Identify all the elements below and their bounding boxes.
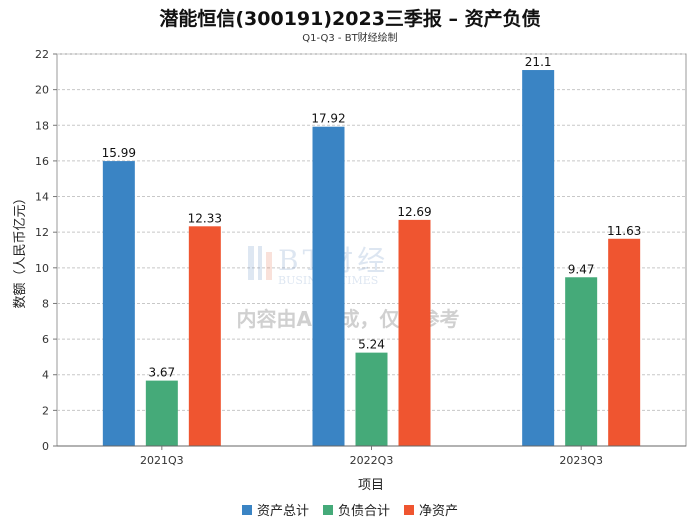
x-tick-label: 2022Q3	[350, 454, 394, 467]
bar-net-assets-2021Q3[interactable]	[188, 226, 221, 446]
y-tick-label: 2	[42, 404, 49, 417]
legend-swatch-net-assets	[404, 504, 414, 515]
chart-subtitle: Q1-Q3 - BT财经绘制	[302, 33, 398, 44]
bar-liabilities-2022Q3[interactable]	[355, 352, 388, 446]
watermark-logo-icon-bar2	[266, 252, 272, 280]
y-tick-label: 16	[35, 155, 49, 168]
bar-chart: BT财经 BUSINESSTIMES 内容由AI生成，仅供参考 15.993.6…	[13, 48, 687, 493]
y-tick-label: 8	[42, 297, 49, 310]
bar-assets-2021Q3[interactable]	[102, 161, 135, 446]
chart-title: 潜能恒信(300191)2023三季报 – 资产负债	[159, 8, 541, 30]
y-tick-label: 0	[42, 440, 49, 453]
y-tick-label: 22	[35, 48, 49, 61]
data-label-assets-2022Q3: 17.92	[311, 112, 345, 126]
y-tick-label: 12	[35, 226, 49, 239]
bar-assets-2022Q3[interactable]	[312, 126, 345, 446]
data-label-net-assets-2022Q3: 12.69	[397, 205, 431, 219]
y-tick-label: 18	[35, 119, 49, 132]
data-label-net-assets-2023Q3: 11.63	[607, 224, 641, 238]
data-label-assets-2023Q3: 21.1	[525, 55, 552, 69]
y-tick-label: 14	[35, 191, 49, 204]
data-label-liabilities-2021Q3: 3.67	[148, 366, 175, 380]
watermark-logo-icon	[248, 246, 254, 280]
x-tick-label: 2023Q3	[559, 454, 603, 467]
legend-item-net-assets[interactable]: 净资产	[404, 500, 458, 519]
y-tick-label: 10	[35, 262, 49, 275]
bar-assets-2023Q3[interactable]	[522, 70, 555, 446]
axes: 0 2 4 6 8 10 12 14 16 18 20 22 2021Q3 2022Q3 2023Q3	[35, 48, 686, 467]
watermark-logo-icon-bar	[258, 246, 262, 280]
bar-liabilities-2021Q3[interactable]	[145, 380, 178, 446]
data-label-liabilities-2023Q3: 9.47	[568, 262, 595, 276]
data-label-assets-2021Q3: 15.99	[102, 146, 136, 160]
legend-label-assets: 资产总计	[256, 504, 309, 519]
legend-label-liabilities: 负债合计	[337, 504, 390, 519]
y-tick-label: 6	[42, 333, 49, 346]
bar-net-assets-2023Q3[interactable]	[608, 238, 641, 446]
y-axis-title: 数额（人民币亿元）	[13, 191, 28, 308]
y-tick-label: 20	[35, 84, 49, 97]
bar-net-assets-2022Q3[interactable]	[398, 219, 431, 446]
legend-item-liabilities[interactable]: 负债合计	[322, 500, 390, 519]
x-tick-label: 2021Q3	[140, 454, 184, 467]
legend: 资产总计 负债合计 净资产	[0, 500, 700, 519]
legend-swatch-liabilities	[322, 504, 333, 515]
legend-label-net-assets: 净资产	[419, 504, 459, 519]
y-tick-label: 4	[42, 369, 49, 382]
bar-liabilities-2023Q3[interactable]	[565, 277, 598, 446]
legend-item-assets[interactable]: 资产总计	[241, 500, 309, 519]
x-axis-title: 项目	[358, 478, 384, 493]
bars: 15.99 3.67 12.33 17.92 5.24 12.69 21.1 9.47 11.6…	[102, 55, 641, 446]
data-label-liabilities-2022Q3: 5.24	[358, 338, 385, 352]
data-label-net-assets-2021Q3: 12.33	[188, 211, 222, 225]
legend-swatch-assets	[241, 504, 252, 515]
